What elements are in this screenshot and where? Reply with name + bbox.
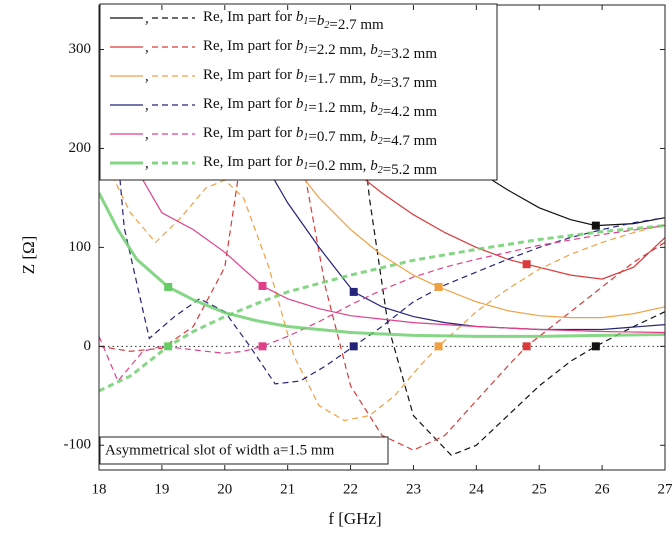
x-tick-label: 21 [280, 481, 295, 497]
legend-label: Re, Im part for b1=2.2 mm, b2=3.2 mm [203, 38, 437, 62]
resonance-marker [591, 221, 600, 230]
x-tick-label: 26 [595, 481, 611, 497]
y-tick-label: 100 [69, 239, 92, 255]
x-tick-label: 20 [217, 481, 232, 497]
imag-part-line [99, 9, 665, 451]
legend-comma: , [145, 155, 149, 171]
resonance-marker [164, 282, 173, 291]
x-tick-label: 24 [469, 481, 485, 497]
resonance-marker [349, 287, 358, 296]
resonance-marker [164, 342, 173, 351]
legend-comma: , [145, 68, 149, 84]
legend-label: Re, Im part for b1=0.7 mm, b2=4.7 mm [203, 125, 437, 149]
resonance-marker [522, 260, 531, 269]
x-tick-label: 19 [154, 481, 169, 497]
legend-comma: , [145, 97, 149, 113]
legend-comma: , [145, 39, 149, 55]
x-tick-label: 23 [406, 481, 421, 497]
legend-label: Re, Im part for b1=0.2 mm, b2=5.2 mm [203, 154, 437, 178]
annotation: Asymmetrical slot of width a=1.5 mm [105, 442, 335, 458]
legend-comma: , [145, 126, 149, 142]
y-tick-label: -100 [64, 437, 92, 453]
y-tick-label: 300 [69, 41, 92, 57]
x-tick-label: 25 [532, 481, 547, 497]
resonance-marker [434, 342, 443, 351]
imag-part-line [349, 5, 665, 456]
legend: , Re, Im part for b1=b2=2.7 mm, Re, Im par… [110, 9, 437, 178]
annotation-box [99, 436, 389, 465]
y-tick-label: 0 [84, 338, 92, 354]
resonance-marker [522, 342, 531, 351]
x-axis-label: f [GHz] [328, 509, 381, 528]
real-part-line [99, 98, 665, 334]
x-tick-label: 27 [658, 481, 672, 497]
legend-label: Re, Im part for b1=1.2 mm, b2=4.2 mm [203, 96, 437, 120]
resonance-marker [591, 342, 600, 351]
imag-part-line [99, 148, 665, 422]
imag-part-line [99, 224, 665, 393]
x-tick-label: 22 [343, 481, 358, 497]
real-part-line [99, 192, 665, 338]
legend-box [99, 3, 498, 181]
legend-label: Re, Im part for b1=1.7 mm, b2=3.7 mm [203, 67, 437, 91]
x-tick-label: 18 [92, 481, 107, 497]
imag-part-line [99, 225, 665, 383]
resonance-marker [258, 281, 267, 290]
legend-comma: , [145, 10, 149, 26]
y-tick-label: 200 [69, 140, 92, 156]
resonance-marker [258, 342, 267, 351]
legend-label: Re, Im part for b1=b2=2.7 mm [203, 9, 384, 33]
resonance-marker [349, 342, 358, 351]
resonance-marker [434, 282, 443, 291]
y-axis-label: Z [Ω] [19, 236, 38, 275]
